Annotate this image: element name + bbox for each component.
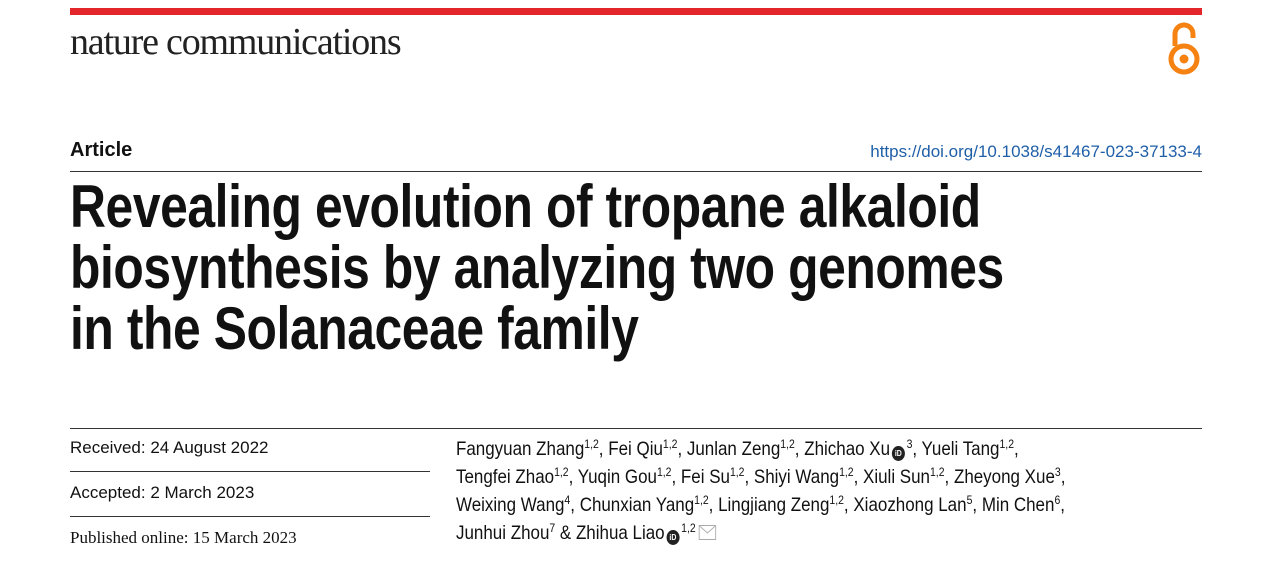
author[interactable]: Yueli Tang1,2	[922, 438, 1015, 460]
affiliation-superscript: 4	[564, 493, 571, 507]
divider	[70, 516, 430, 517]
author-name: Chunxian Yang	[579, 494, 695, 516]
author[interactable]: Shiyi Wang1,2	[754, 466, 854, 488]
author-name: Zhichao Xu	[804, 438, 891, 460]
author[interactable]: Yuqin Gou1,2	[578, 466, 672, 488]
author-name: Fei Qiu	[608, 438, 663, 460]
author[interactable]: Xiuli Sun1,2	[863, 466, 944, 488]
author-name: Zhihua Liao	[575, 522, 665, 544]
affiliation-superscript: 3	[1054, 465, 1061, 479]
author[interactable]: Min Chen6	[982, 494, 1060, 516]
author[interactable]: Zhichao Xu iD3	[804, 437, 913, 461]
author-list: Fangyuan Zhang1,2, Fei Qiu1,2, Junlan Ze…	[456, 437, 1066, 545]
affiliation-superscript: 1,2	[729, 465, 745, 479]
author[interactable]: Zheyong Xue3	[954, 466, 1061, 488]
received-date: Received: 24 August 2022	[70, 438, 269, 457]
affiliation-superscript: 1,2	[694, 493, 709, 507]
author[interactable]: Fei Qiu1,2	[608, 438, 677, 460]
affiliation-superscript: 1,2	[780, 437, 795, 451]
affiliation-superscript: 3	[906, 437, 913, 451]
accepted-date: Accepted: 2 March 2023	[70, 483, 255, 502]
email-icon[interactable]	[699, 525, 717, 540]
author-name: Xiuli Sun	[863, 466, 931, 488]
affiliation-superscript: 6	[1054, 493, 1061, 507]
author[interactable]: Lingjiang Zeng1,2	[718, 494, 844, 516]
affiliation-superscript: 1,2	[662, 437, 678, 451]
author-name: Weixing Wang	[456, 494, 565, 516]
author[interactable]: Chunxian Yang1,2	[580, 494, 709, 516]
author-name: Junlan Zeng	[686, 438, 781, 460]
affiliation-superscript: 1,2	[554, 465, 569, 479]
open-access-lock-icon	[1168, 22, 1200, 75]
affiliation-superscript: 1,2	[829, 493, 844, 507]
affiliation-superscript: 5	[966, 493, 973, 507]
divider	[70, 428, 1202, 429]
author-name: Shiyi Wang	[753, 466, 840, 488]
author-name: Fangyuan Zhang	[456, 438, 585, 460]
author-name: Lingjiang Zeng	[718, 494, 830, 516]
affiliation-superscript: 7	[549, 521, 556, 535]
affiliation-superscript: 1,2	[839, 465, 854, 479]
author-name: Xiaozhong Lan	[853, 494, 967, 516]
affiliation-superscript: 1,2	[930, 465, 945, 479]
divider	[70, 471, 430, 472]
title-line: biosynthesis by analyzing two genomes	[70, 234, 1004, 301]
author[interactable]: Fei Su1,2	[681, 466, 745, 488]
author[interactable]: Junhui Zhou7	[456, 522, 555, 544]
affiliation-superscript: 1,2	[999, 437, 1015, 451]
author-name: Yueli Tang	[921, 438, 1000, 460]
author[interactable]: Zhihua Liao iD1,2	[575, 521, 717, 545]
journal-logo: nature communications	[70, 21, 402, 63]
author[interactable]: Xiaozhong Lan5	[853, 494, 972, 516]
article-type: Article	[70, 139, 133, 161]
affiliation-superscript: 1,2	[656, 465, 672, 479]
journal-accent-bar	[70, 8, 1202, 15]
author-name: Junhui Zhou	[456, 522, 550, 544]
divider	[70, 171, 1202, 172]
author[interactable]: Weixing Wang4	[456, 494, 570, 516]
doi-link[interactable]: https://doi.org/10.1038/s41467-023-37133…	[870, 142, 1202, 161]
published-date: Published online: 15 March 2023	[70, 528, 297, 547]
author-name: Min Chen	[981, 494, 1055, 516]
author-name: Zheyong Xue	[953, 466, 1055, 488]
orcid-icon[interactable]: iD	[666, 530, 680, 545]
author[interactable]: Tengfei Zhao1,2	[456, 466, 569, 488]
author-name: Yuqin Gou	[577, 466, 657, 488]
author-name: Fei Su	[680, 466, 730, 488]
title-line: in the Solanaceae family	[70, 295, 639, 362]
article-title: Revealing evolution of tropane alkaloid …	[70, 176, 1004, 359]
orcid-icon[interactable]: iD	[891, 446, 905, 461]
author[interactable]: Junlan Zeng1,2	[687, 438, 795, 460]
affiliation-superscript: 1,2	[584, 437, 599, 451]
title-line: Revealing evolution of tropane alkaloid	[70, 173, 981, 240]
author[interactable]: Fangyuan Zhang1,2	[456, 438, 599, 460]
author-name: Tengfei Zhao	[456, 466, 555, 488]
affiliation-superscript: 1,2	[681, 521, 696, 535]
